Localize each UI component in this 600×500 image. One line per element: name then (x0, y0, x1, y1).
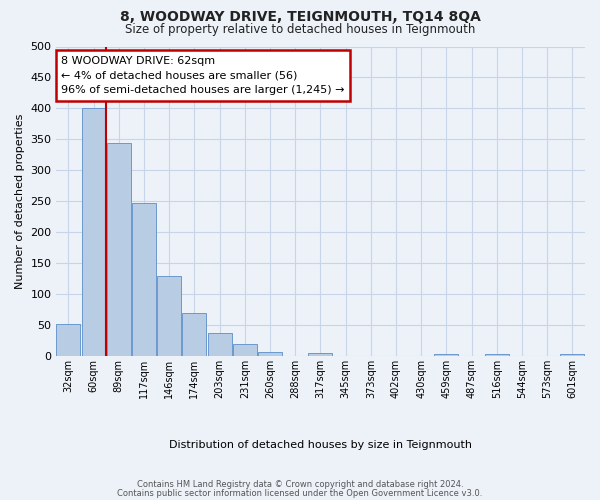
Bar (182, 313, 206, 356)
Bar (258, 352, 282, 356)
Bar (560, 354, 584, 356)
Bar (132, 203, 156, 356)
Bar (82, 108, 106, 356)
Bar (208, 334, 232, 356)
Bar (107, 142, 131, 356)
Text: 8, WOODWAY DRIVE, TEIGNMOUTH, TQ14 8QA: 8, WOODWAY DRIVE, TEIGNMOUTH, TQ14 8QA (119, 10, 481, 24)
X-axis label: Distribution of detached houses by size in Teignmouth: Distribution of detached houses by size … (169, 440, 472, 450)
Text: Size of property relative to detached houses in Teignmouth: Size of property relative to detached ho… (125, 22, 475, 36)
Bar (434, 354, 458, 356)
Bar (56, 324, 80, 356)
Bar (485, 354, 509, 356)
Text: Contains public sector information licensed under the Open Government Licence v3: Contains public sector information licen… (118, 488, 482, 498)
Text: 8 WOODWAY DRIVE: 62sqm
← 4% of detached houses are smaller (56)
96% of semi-deta: 8 WOODWAY DRIVE: 62sqm ← 4% of detached … (61, 56, 344, 96)
Bar (157, 276, 181, 356)
Bar (308, 353, 332, 356)
Y-axis label: Number of detached properties: Number of detached properties (15, 114, 25, 289)
Text: Contains HM Land Registry data © Crown copyright and database right 2024.: Contains HM Land Registry data © Crown c… (137, 480, 463, 489)
Bar (233, 344, 257, 356)
